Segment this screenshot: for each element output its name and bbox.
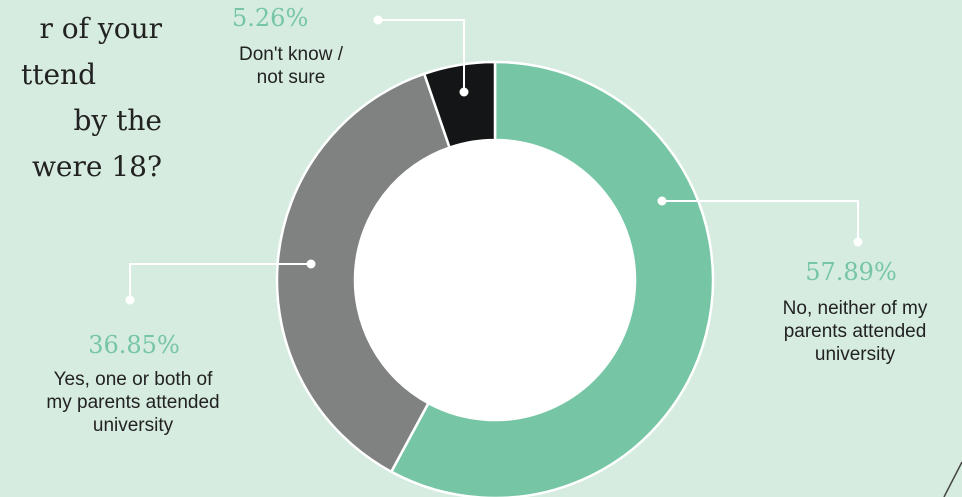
leader-dot xyxy=(373,15,383,25)
decorative-stroke xyxy=(943,461,962,497)
leader-line-yes xyxy=(129,263,311,300)
slice-label-line: No, neither of my xyxy=(782,298,928,319)
slice-label-yes: Yes, one or both of my parents attended … xyxy=(2,368,264,437)
slice-label-line: my parents attended xyxy=(46,392,220,413)
slice-label-line: Yes, one or both of xyxy=(53,369,213,390)
leader-dot xyxy=(657,196,667,206)
donut-hole xyxy=(355,140,635,420)
slice-label-line: parents attended xyxy=(783,321,927,342)
leader-dot xyxy=(306,259,316,269)
leader-dot xyxy=(125,295,135,305)
slice-label-line: university xyxy=(814,344,896,365)
question-line: r of your xyxy=(39,12,163,45)
question-line: were 18? xyxy=(31,150,162,183)
leader-dot xyxy=(459,87,469,97)
slice-percent-no: 57.89% xyxy=(805,258,897,286)
question-text-clip: r of your ttend by the were 18? xyxy=(0,0,162,230)
question-line: by the xyxy=(73,104,163,137)
slice-label-line: not sure xyxy=(256,67,326,88)
slice-percent-dont-know: 5.26% xyxy=(232,4,309,32)
question-text: r of your ttend by the were 18? xyxy=(0,6,162,190)
slice-label-no: No, neither of my parents attended unive… xyxy=(752,297,958,366)
slice-label-dont-know: Don't know / not sure xyxy=(206,43,376,89)
question-line: ttend xyxy=(20,58,96,91)
slice-percent-yes: 36.85% xyxy=(88,331,180,359)
slice-label-line: university xyxy=(92,415,174,436)
leader-line-no xyxy=(662,200,859,242)
leader-dot xyxy=(853,237,863,247)
leader-line-dont-know xyxy=(378,19,465,92)
slice-label-line: Don't know / xyxy=(239,44,343,65)
